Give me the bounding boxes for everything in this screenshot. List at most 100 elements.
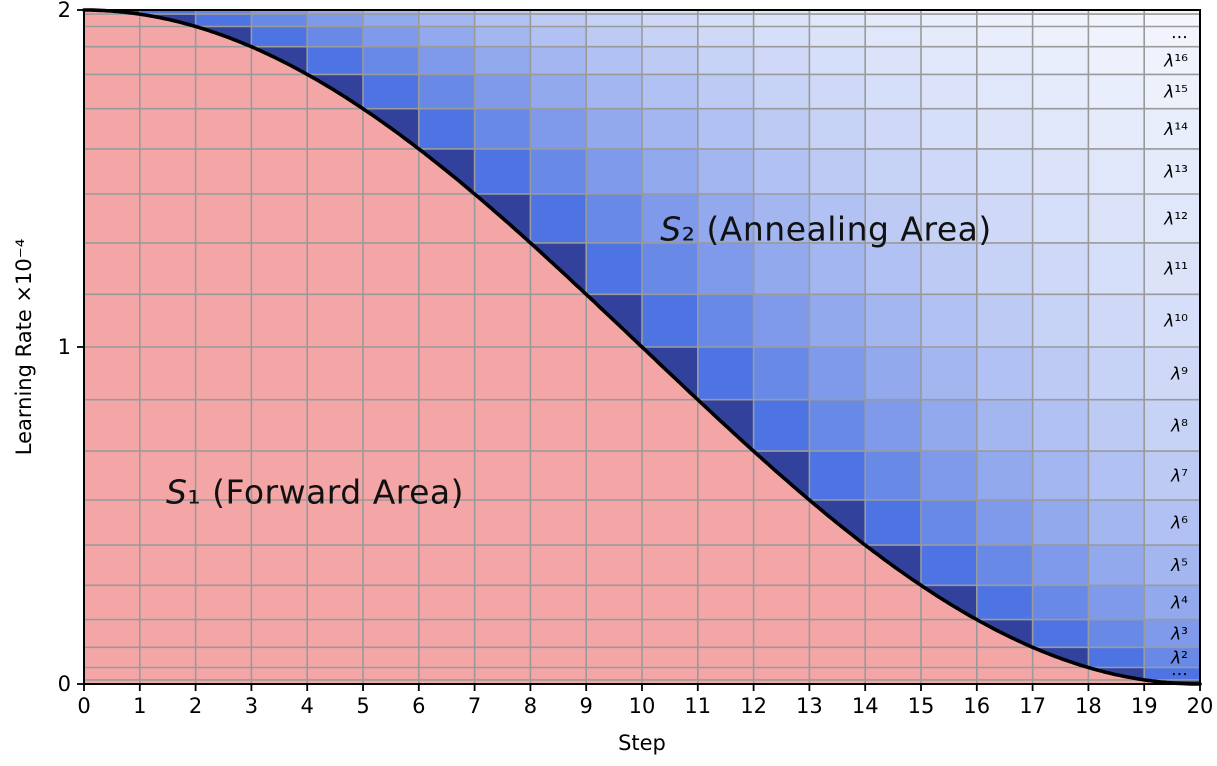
annealing-cell <box>865 399 921 452</box>
annealing-cell <box>418 108 475 149</box>
forward-area-label: S₁ (Forward Area) <box>165 472 465 512</box>
annealing-cell <box>586 14 642 27</box>
annealing-cell <box>474 148 531 194</box>
annealing-cell <box>1144 10 1200 15</box>
annealing-cell <box>474 74 531 109</box>
annealing-cell <box>976 399 1033 452</box>
annealing-cell <box>1032 46 1089 75</box>
annealing-cell <box>530 14 587 27</box>
annealing-cell <box>697 294 754 347</box>
annealing-cell <box>865 242 921 295</box>
annealing-cell <box>1088 585 1145 620</box>
annealing-cell <box>530 194 587 243</box>
annealing-cell <box>976 585 1033 620</box>
annealing-cell <box>1088 347 1145 400</box>
annealing-cell <box>1032 451 1089 500</box>
annealing-cell <box>976 242 1033 295</box>
annealing-cell <box>642 242 698 295</box>
lambda-label: λ³ <box>1170 625 1188 645</box>
annealing-cell <box>418 74 475 109</box>
annealing-cell <box>418 46 475 75</box>
annealing-cell <box>809 194 866 243</box>
annealing-cell <box>697 46 754 75</box>
annealing-cell <box>586 148 642 194</box>
annealing-cell <box>809 399 866 452</box>
annealing-cell <box>1088 451 1145 500</box>
annealing-cell <box>642 14 698 27</box>
x-tick-label: 7 <box>468 694 481 718</box>
annealing-cell <box>1032 500 1089 546</box>
annealing-cell <box>865 74 921 109</box>
annealing-cell <box>1088 399 1145 452</box>
annealing-cell <box>976 347 1033 400</box>
annealing-cell <box>809 74 866 109</box>
lambda-label: λ¹⁴ <box>1163 120 1188 140</box>
annealing-cell <box>474 14 531 27</box>
annealing-cell <box>1088 294 1145 347</box>
annealing-cell <box>1032 294 1089 347</box>
annealing-cell <box>1088 46 1145 75</box>
annealing-cell <box>697 10 754 15</box>
annealing-cell <box>865 451 921 500</box>
annealing-cell <box>139 10 196 15</box>
annealing-cell <box>1088 500 1145 546</box>
annealing-cell <box>530 108 587 149</box>
lambda-label: λ¹⁰ <box>1163 312 1188 332</box>
annealing-cell <box>976 545 1033 586</box>
annealing-cell <box>1144 451 1200 500</box>
x-tick-label: 16 <box>963 694 990 718</box>
x-tick-label: 18 <box>1075 694 1102 718</box>
annealing-cell <box>307 14 363 27</box>
x-tick-label: 8 <box>524 694 537 718</box>
annealing-cell <box>865 347 921 400</box>
x-tick-label: 1 <box>133 694 146 718</box>
annealing-cell <box>921 46 977 75</box>
staircase-cell <box>530 242 587 295</box>
x-tick-label: 9 <box>580 694 593 718</box>
annealing-cell <box>1032 14 1089 27</box>
annealing-cell <box>195 14 252 27</box>
annealing-cell <box>586 74 642 109</box>
annealing-cell <box>1144 108 1200 149</box>
annealing-cell <box>1144 294 1200 347</box>
annealing-cell <box>1088 14 1145 27</box>
annealing-cell <box>865 14 921 27</box>
annealing-cell <box>1088 26 1145 47</box>
annealing-cell <box>1032 26 1089 47</box>
staircase-cell <box>195 26 252 47</box>
staircase-cell <box>586 294 642 347</box>
annealing-cell <box>697 108 754 149</box>
annealing-cell <box>753 74 810 109</box>
annealing-cell <box>642 194 698 243</box>
annealing-cell <box>809 242 866 295</box>
annealing-cell <box>363 14 419 27</box>
annealing-cell <box>921 10 977 15</box>
x-tick-label: 4 <box>301 694 314 718</box>
annealing-cell <box>530 26 587 47</box>
annealing-cell <box>418 26 475 47</box>
annealing-cell <box>1144 347 1200 400</box>
annealing-cell <box>753 10 810 15</box>
annealing-cell <box>921 26 977 47</box>
annealing-cell <box>474 108 531 149</box>
annealing-cell <box>1144 619 1200 648</box>
annealing-cell <box>697 74 754 109</box>
annealing-cell <box>1144 667 1200 680</box>
annealing-cell <box>753 294 810 347</box>
annealing-cell <box>1144 148 1200 194</box>
annealing-cell <box>1088 619 1145 648</box>
annealing-cell <box>586 46 642 75</box>
annealing-cell <box>642 148 698 194</box>
annealing-cell <box>586 26 642 47</box>
annealing-cell <box>976 10 1033 15</box>
annealing-cell <box>586 194 642 243</box>
staircase-cell <box>474 194 531 243</box>
annealing-cell <box>976 74 1033 109</box>
annealing-cell <box>976 148 1033 194</box>
annealing-cell <box>921 74 977 109</box>
lr-curve <box>82 8 1202 686</box>
annealing-cell <box>921 399 977 452</box>
annealing-cell <box>921 545 977 586</box>
